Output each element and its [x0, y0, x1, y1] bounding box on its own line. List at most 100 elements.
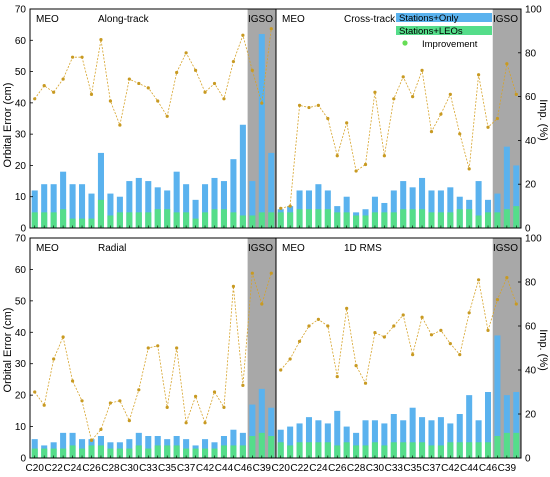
y-tick-label: 40 — [15, 328, 27, 339]
bar-stations-only — [220, 181, 227, 228]
bar-stations-only — [173, 171, 180, 228]
bar-stations-leos — [107, 448, 114, 458]
bar-stations-only — [485, 392, 492, 458]
y2-tick-label: 60 — [525, 322, 537, 333]
bar-stations-only — [437, 417, 444, 458]
x-tick-label: C46 — [479, 463, 498, 474]
bar-stations-only — [154, 187, 161, 228]
bar-stations-leos — [239, 445, 246, 458]
improvement-point — [439, 328, 443, 332]
legend-swatch-improvement — [402, 40, 408, 46]
bar-stations-leos — [41, 448, 48, 458]
bar-stations-leos — [220, 445, 227, 458]
bar-stations-leos — [475, 215, 482, 228]
improvement-point — [458, 132, 462, 136]
bar-stations-leos — [154, 209, 161, 228]
x-tick-label: C37 — [422, 463, 441, 474]
igso-label: IGSO — [248, 243, 273, 254]
improvement-point — [108, 99, 113, 103]
legend-swatch-stations-only — [396, 13, 492, 22]
y-tick-label: 50 — [15, 296, 27, 307]
bar-stations-only — [334, 410, 341, 458]
y2-tick-label: 0 — [525, 454, 531, 465]
improvement-point — [335, 154, 339, 158]
bar-stations-only — [211, 177, 218, 228]
bar-stations-only — [503, 146, 510, 228]
x-tick-label: C24 — [63, 463, 82, 474]
x-tick-label: C46 — [234, 463, 253, 474]
bar-stations-leos — [230, 212, 237, 228]
y-tick-label: 40 — [15, 98, 27, 109]
bar-stations-only — [268, 407, 275, 458]
bar-stations-leos — [428, 212, 435, 228]
x-tick-label: C35 — [158, 463, 177, 474]
improvement-line — [34, 28, 272, 127]
bar-stations-leos — [334, 212, 341, 228]
improvement-point — [279, 368, 283, 372]
bar-stations-leos — [79, 218, 86, 228]
x-tick-label: C44 — [460, 463, 479, 474]
bar-stations-only — [503, 395, 510, 458]
bar-stations-leos — [69, 218, 76, 228]
bar-stations-leos — [494, 436, 501, 458]
bar-stations-only — [456, 414, 463, 458]
improvement-point — [184, 421, 188, 425]
bar-stations-only — [381, 423, 388, 458]
improvement-point — [269, 27, 273, 31]
bar-stations-only — [475, 181, 482, 228]
improvement-point — [80, 399, 84, 403]
improvement-point — [52, 357, 56, 361]
bar-stations-only — [466, 395, 473, 458]
improvement-point — [250, 271, 254, 275]
panel-title: 1D RMS — [344, 243, 382, 254]
bar-stations-only — [145, 181, 152, 228]
bar-stations-only — [305, 417, 312, 458]
bar-stations-only — [192, 199, 199, 228]
meo-label: MEO — [282, 243, 305, 254]
improvement-point — [175, 346, 179, 350]
bar-stations-leos — [437, 445, 444, 458]
bar-stations-leos — [296, 442, 303, 458]
y2-tick-label: 0 — [525, 224, 531, 235]
improvement-point — [241, 33, 245, 37]
improvement-point — [354, 169, 358, 173]
bar-stations-leos — [145, 448, 152, 458]
bar-stations-only — [324, 423, 331, 458]
bar-stations-only — [230, 429, 237, 458]
improvement-point — [137, 388, 141, 392]
improvement-point — [99, 427, 103, 431]
bar-stations-only — [315, 420, 322, 458]
bar-stations-only — [135, 177, 142, 228]
bar-stations-leos — [50, 448, 57, 458]
bar-stations-leos — [192, 448, 199, 458]
bar-stations-leos — [268, 212, 275, 228]
bar-stations-only — [88, 193, 95, 228]
y2-tick-label: 100 — [525, 234, 542, 245]
y-tick-label: 50 — [15, 67, 27, 78]
panel-title: Along-track — [98, 14, 150, 25]
x-tick-label: C33 — [139, 463, 158, 474]
improvement-point — [99, 38, 103, 42]
improvement-point — [193, 394, 198, 398]
improvement-point — [363, 381, 368, 385]
bar-stations-leos — [277, 442, 284, 458]
bar-stations-leos — [513, 206, 520, 228]
bar-stations-leos — [249, 436, 256, 458]
improvement-point — [231, 59, 236, 64]
x-tick-label: C39 — [498, 463, 517, 474]
improvement-point — [373, 90, 377, 94]
bar-stations-leos — [173, 212, 180, 228]
improvement-point — [212, 390, 217, 394]
improvement-point — [429, 130, 434, 134]
left-axis-label-top: Orbital Error (cm) — [2, 83, 14, 168]
bar-stations-leos — [456, 442, 463, 458]
improvement-point — [80, 55, 84, 59]
bar-stations-leos — [409, 442, 416, 458]
improvement-point — [307, 105, 311, 110]
bar-stations-leos — [466, 442, 473, 458]
bar-stations-leos — [239, 215, 246, 228]
bar-stations-leos — [390, 212, 397, 228]
bar-stations-only — [60, 432, 67, 458]
bar-stations-only — [315, 184, 322, 228]
